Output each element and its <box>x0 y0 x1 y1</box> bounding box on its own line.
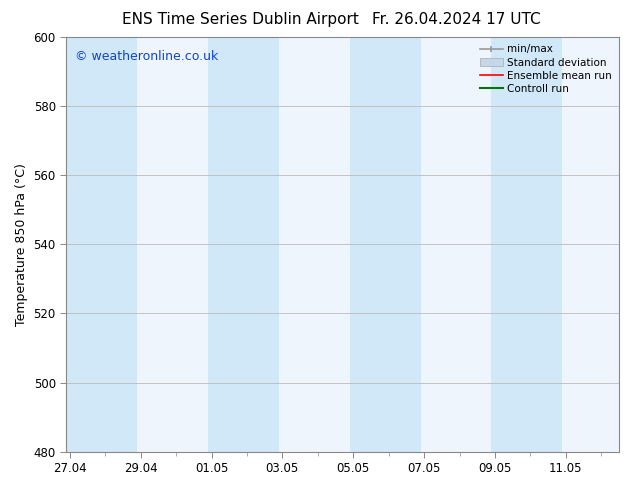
Text: Fr. 26.04.2024 17 UTC: Fr. 26.04.2024 17 UTC <box>372 12 541 27</box>
Bar <box>491 37 562 452</box>
Bar <box>208 37 279 452</box>
Text: © weatheronline.co.uk: © weatheronline.co.uk <box>75 49 217 63</box>
Bar <box>66 37 137 452</box>
Text: ENS Time Series Dublin Airport: ENS Time Series Dublin Airport <box>122 12 359 27</box>
Bar <box>350 37 420 452</box>
Y-axis label: Temperature 850 hPa (°C): Temperature 850 hPa (°C) <box>15 163 28 326</box>
Legend: min/max, Standard deviation, Ensemble mean run, Controll run: min/max, Standard deviation, Ensemble me… <box>476 40 616 98</box>
